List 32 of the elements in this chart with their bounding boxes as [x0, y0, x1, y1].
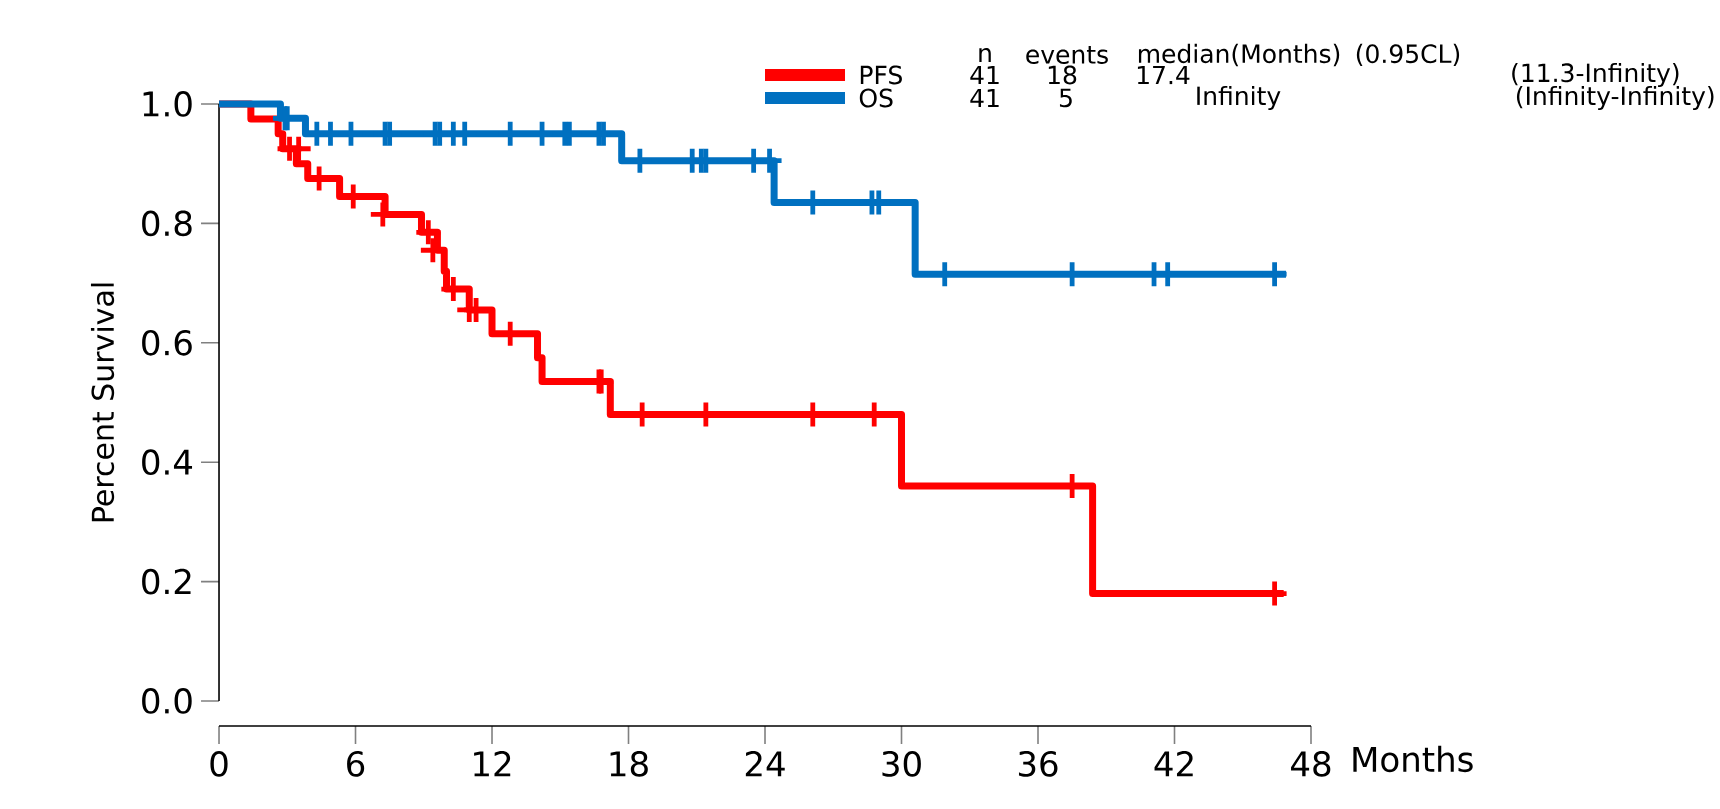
legend-label: PFS [860, 65, 902, 85]
y-axis-title: Percent Survival [90, 283, 115, 522]
y-tick-label: 1.0 [143, 91, 192, 117]
y-tick-label: 0.8 [142, 210, 192, 237]
x-tick-label: 30 [882, 751, 921, 777]
x-tick-label: 42 [1154, 751, 1193, 777]
x-tick-label: 48 [1291, 751, 1331, 777]
annotation: 5 [1059, 88, 1072, 108]
x-tick-label: 6 [347, 751, 365, 777]
x-tick-label: 36 [1018, 751, 1058, 777]
legend-label: OS [859, 88, 893, 108]
text: 17.4 [1137, 65, 1190, 85]
text: n [979, 48, 991, 62]
x-tick-label: 18 [610, 751, 648, 777]
point [416, 220, 441, 245]
text: median(Months) [1138, 43, 1340, 67]
text: (0.95CL) [1356, 43, 1460, 67]
x-axis-title: Months [1353, 745, 1473, 773]
annotation: Infinity [1197, 85, 1281, 111]
annotation: 41 [970, 88, 999, 108]
text: 18 [1048, 65, 1077, 85]
y-tick-label: 0.6 [142, 329, 192, 356]
y-tick-label: 0.4 [142, 449, 193, 476]
text: (Infinity-Infinity) [1516, 85, 1714, 111]
x-tick-label: 12 [474, 751, 511, 777]
y-tick-label: 0.2 [142, 568, 191, 595]
y-tick-label: 0.0 [142, 688, 192, 714]
text: (11.3-Infinity) [1512, 62, 1679, 88]
x-tick-label: 24 [745, 751, 785, 777]
x-tick-label: 0 [210, 751, 228, 777]
text: events [1026, 46, 1108, 64]
text: 41 [970, 65, 999, 85]
